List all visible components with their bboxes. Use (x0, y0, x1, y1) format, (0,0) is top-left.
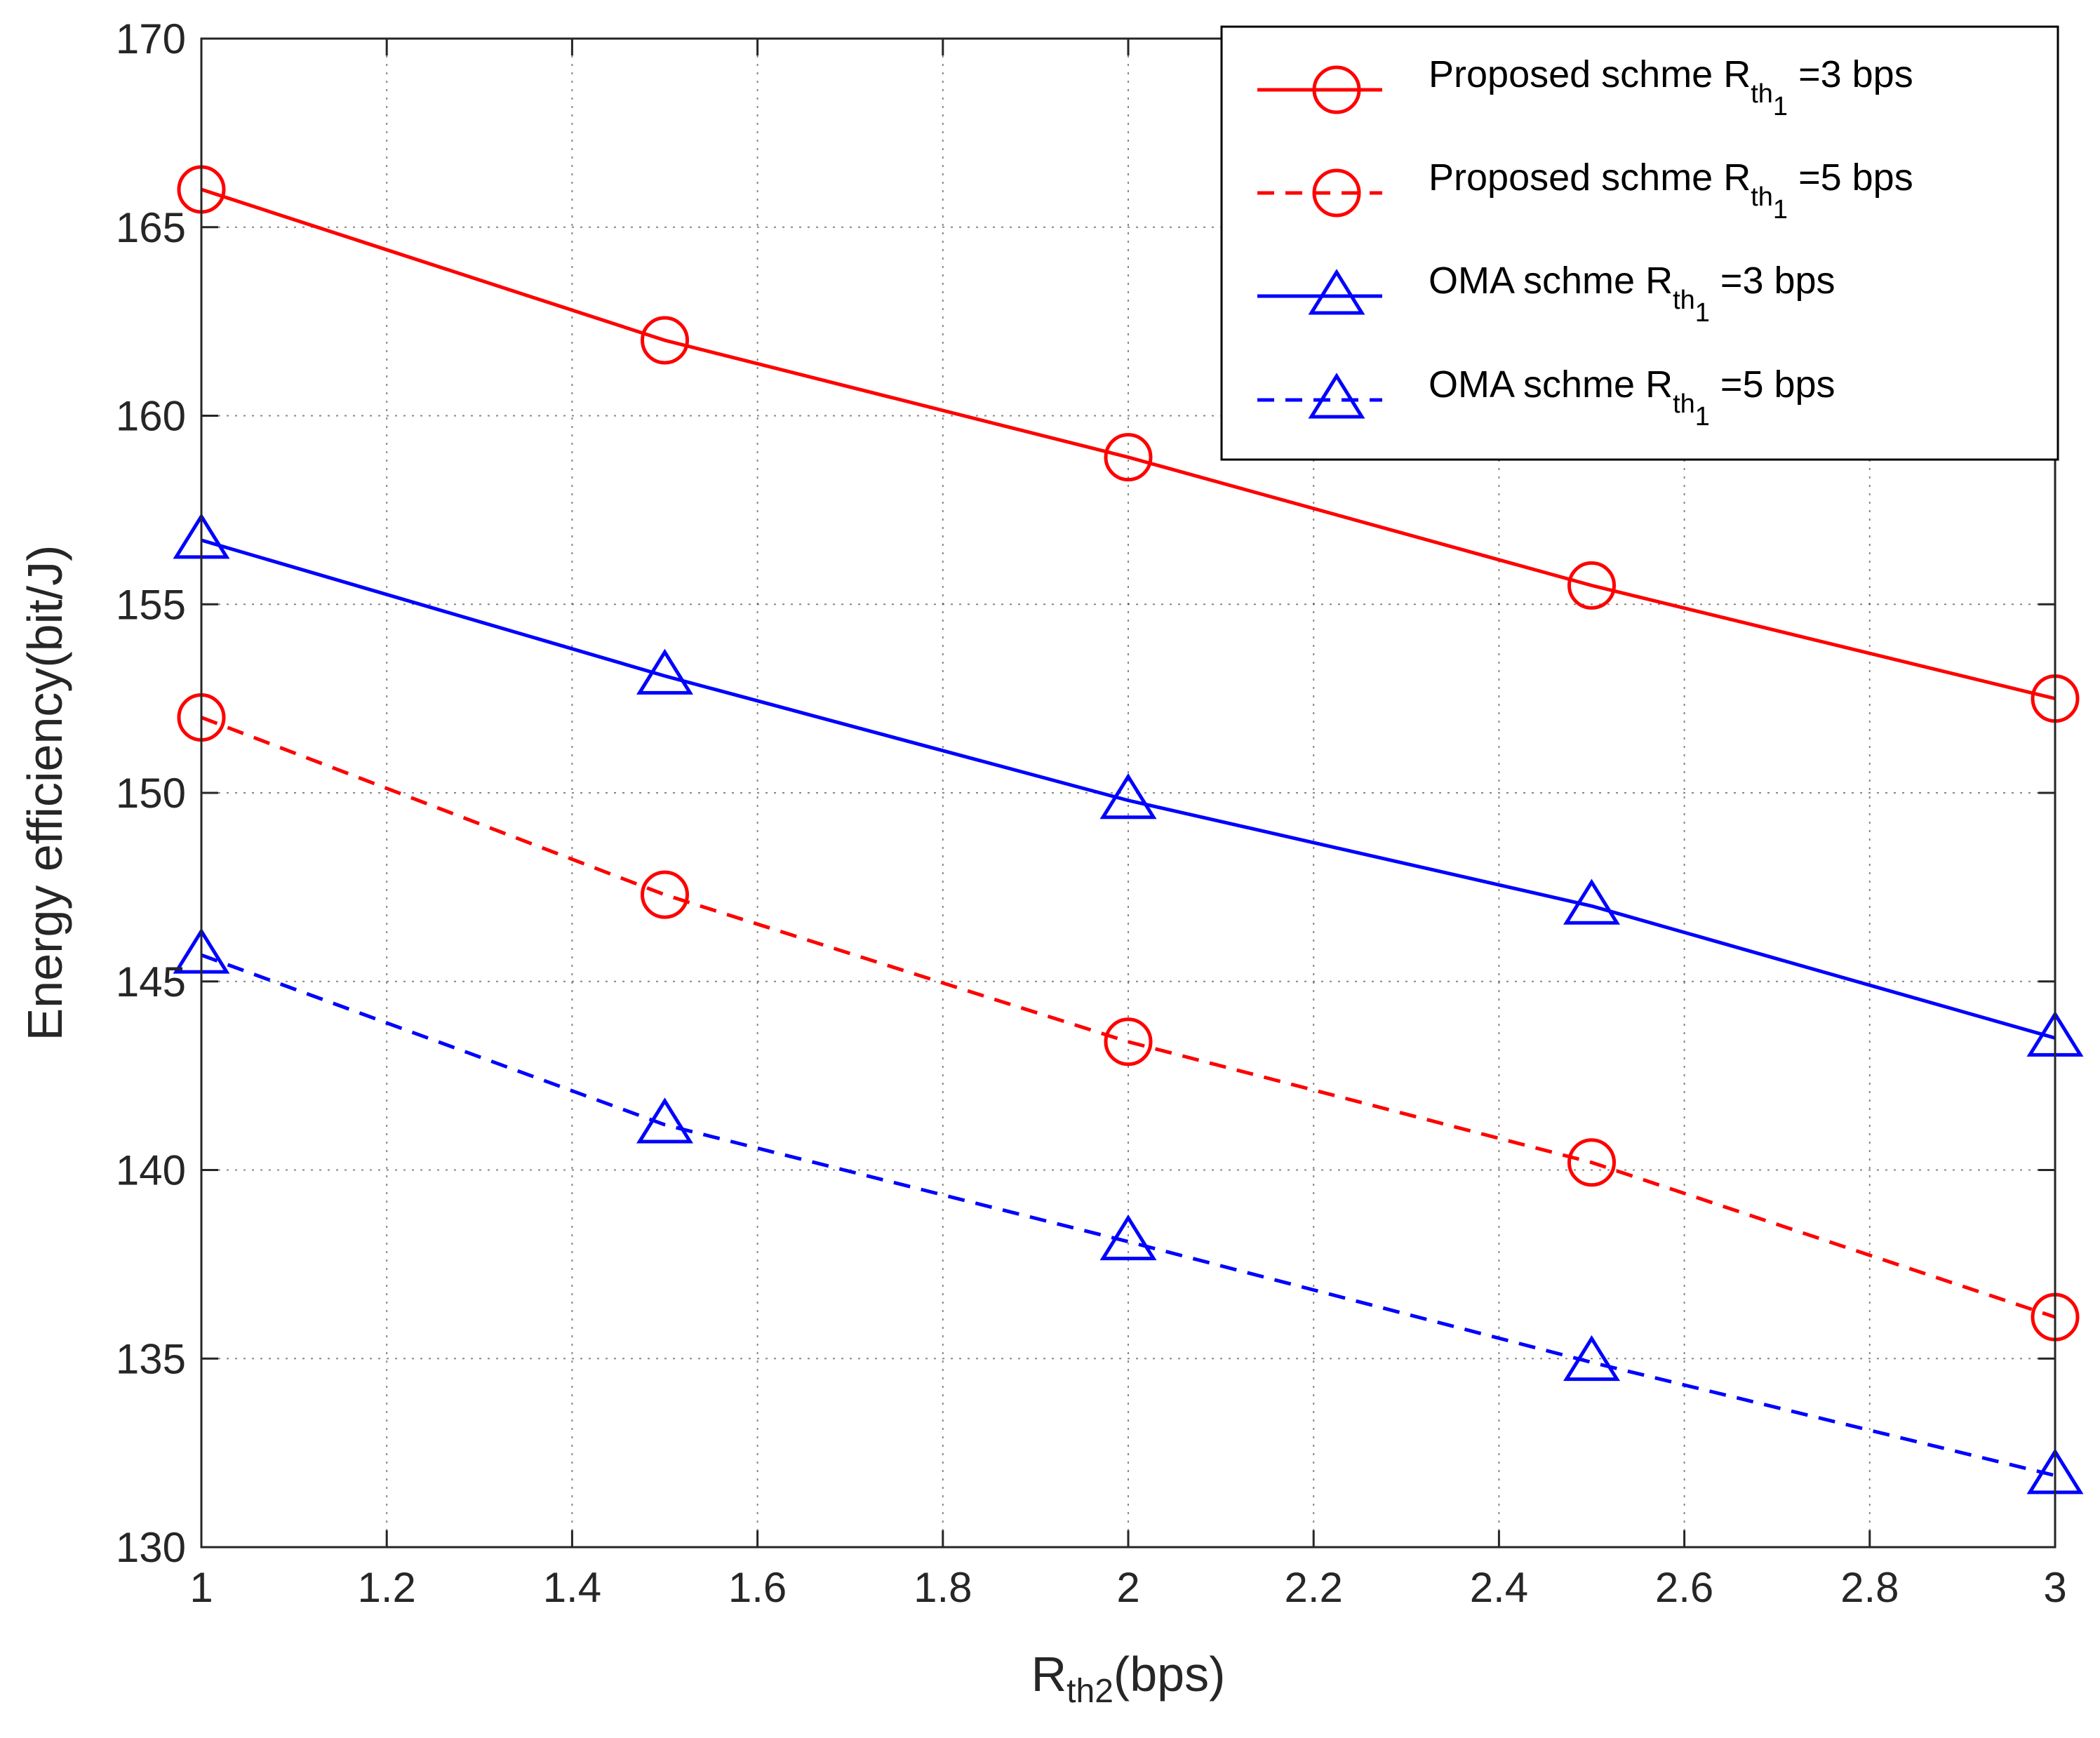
x-tick-label: 2.4 (1470, 1564, 1528, 1611)
data-point-marker (636, 648, 693, 695)
legend-label-subsubscript: 1 (1773, 92, 1788, 121)
legend-label-value: =3 bps (1710, 260, 1835, 302)
x-axis-label-subscript: th2 (1066, 1673, 1113, 1710)
x-tick-label: 3 (2043, 1564, 2066, 1611)
y-tick-label: 150 (116, 770, 186, 817)
y-tick-label: 145 (116, 958, 186, 1005)
legend-marker-sample (1308, 269, 1365, 315)
series-line (201, 187, 2056, 701)
series-line (201, 953, 2056, 1478)
series-2 (177, 693, 2080, 1342)
x-tick-label: 1.6 (728, 1564, 787, 1611)
legend-label: OMA schme Rth1 =5 bps (1429, 363, 1835, 432)
legend-item: Proposed schme Rth1 =5 bps (1257, 156, 1913, 225)
legend-label-text: OMA schme R (1429, 363, 1673, 406)
data-point-marker (1104, 1017, 1153, 1067)
x-tick-label: 2 (1116, 1564, 1139, 1611)
x-tick-label: 2.8 (1840, 1564, 1899, 1611)
y-tick-label: 130 (116, 1524, 186, 1571)
y-tick-label: 170 (116, 15, 186, 62)
legend-label-text: Proposed schme R (1429, 156, 1751, 199)
legend-label-subsubscript: 1 (1695, 298, 1710, 328)
x-tick-label: 1.4 (543, 1564, 601, 1611)
series-line (201, 538, 2056, 1040)
legend-label-value: =5 bps (1788, 156, 1913, 199)
data-point-marker (1567, 1138, 1616, 1187)
legend-label: Proposed schme Rth1 =5 bps (1429, 156, 1913, 225)
data-point-marker (1099, 773, 1157, 820)
data-point-marker (1563, 1335, 1620, 1382)
legend-label-text: Proposed schme R (1429, 53, 1751, 95)
grid (201, 39, 2055, 1547)
legend-item: OMA schme Rth1 =5 bps (1257, 363, 1835, 432)
legend-item: Proposed schme Rth1 =3 bps (1257, 53, 1913, 121)
data-point-marker (1104, 433, 1153, 482)
x-tick-label: 1.2 (357, 1564, 415, 1611)
legend-box (1220, 25, 2059, 461)
legend-item: OMA schme Rth1 =3 bps (1257, 260, 1835, 328)
legend-label: Proposed schme Rth1 =3 bps (1429, 53, 1913, 121)
legend-label-subscript: th (1751, 182, 1773, 212)
legend-label-value: =3 bps (1788, 53, 1913, 95)
data-point-marker (641, 316, 689, 365)
x-tick-label: 2.6 (1655, 1564, 1713, 1611)
x-axis-label: Rth2(bps) (1031, 1647, 1226, 1710)
x-tick-label: 2.2 (1284, 1564, 1342, 1611)
series-line (201, 716, 2056, 1319)
legend-marker-sample (1312, 65, 1361, 114)
legend-label-text: OMA schme R (1429, 260, 1673, 302)
x-axis-label-unit: (bps) (1113, 1647, 1225, 1702)
data-point-marker (636, 1097, 693, 1144)
legend-label-subscript: th (1673, 286, 1695, 315)
x-tick-label: 1.8 (914, 1564, 972, 1611)
y-tick-label: 155 (116, 581, 186, 628)
y-axis-label: Energy efficiency(bit/J) (18, 545, 72, 1041)
axis-ticks: 1 1.2 1.4 1.6 1.8 2 2.2 2.4 2.6 2.8 3 130 135 140 145 1… (116, 15, 2067, 1611)
data-point-marker (1567, 561, 1616, 610)
y-tick-label: 165 (116, 204, 186, 251)
legend-label-value: =5 bps (1710, 363, 1835, 406)
legend-marker-sample (1308, 373, 1365, 419)
y-tick-label: 135 (116, 1335, 186, 1382)
y-tick-label: 160 (116, 393, 186, 440)
data-point-marker (641, 870, 689, 919)
legend-label-subsubscript: 1 (1773, 195, 1788, 225)
legend-marker-sample (1312, 168, 1361, 218)
data-point-marker (1563, 878, 1620, 925)
legend-label-subsubscript: 1 (1695, 402, 1710, 432)
legend-label-subscript: th (1751, 79, 1773, 109)
y-tick-label: 140 (116, 1147, 186, 1194)
legend-label: OMA schme Rth1 =3 bps (1429, 260, 1835, 328)
x-tick-label: 1 (189, 1564, 213, 1611)
data-point-marker (1099, 1214, 1157, 1261)
legend-label-subscript: th (1673, 389, 1695, 419)
x-axis-label-main: R (1031, 1647, 1067, 1702)
